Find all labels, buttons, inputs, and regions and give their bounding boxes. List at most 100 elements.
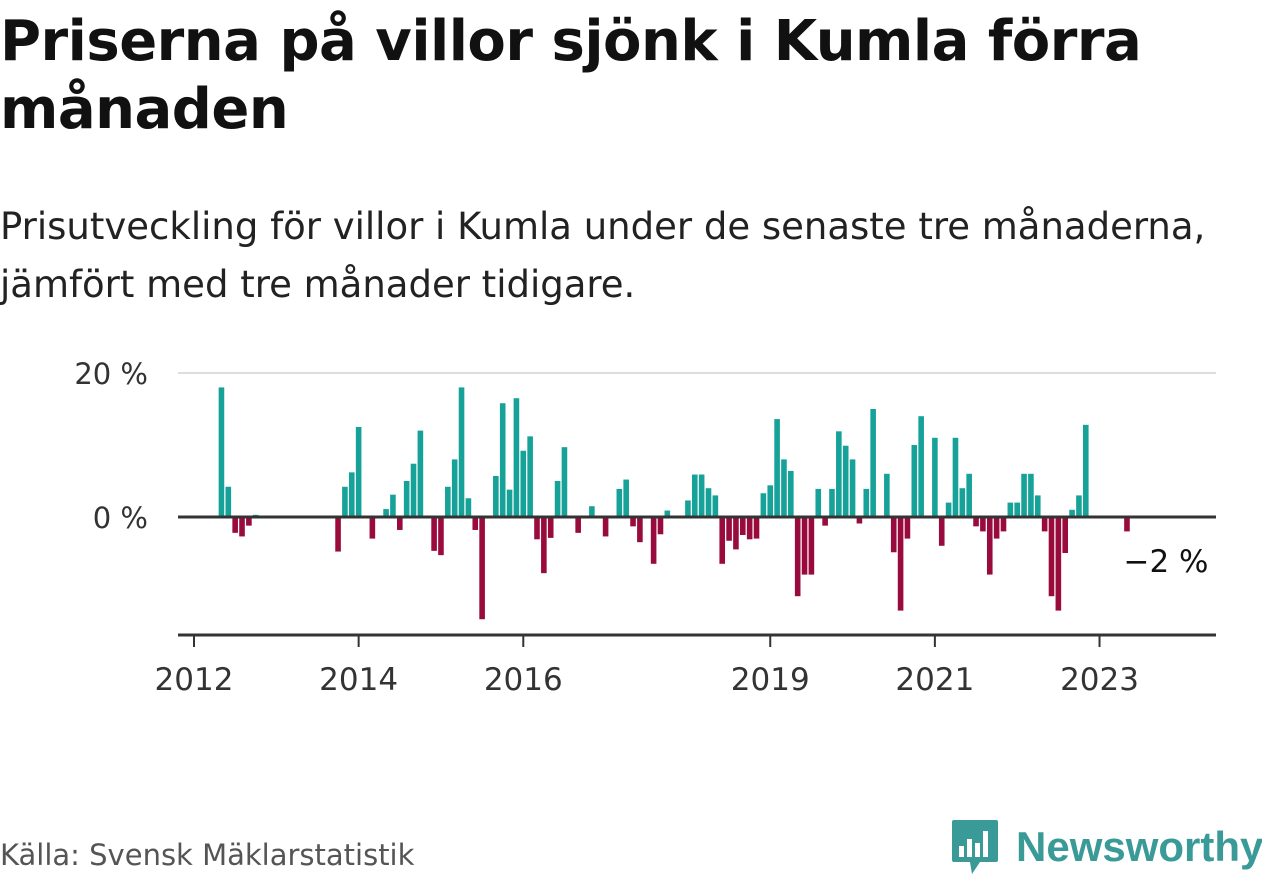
bar <box>623 479 629 517</box>
bar <box>534 517 540 540</box>
bar <box>506 489 513 517</box>
chart-title: Priserna på villor sjönk i Kumla förra m… <box>0 9 1142 142</box>
bar <box>890 517 897 553</box>
bar <box>1000 517 1007 532</box>
bar <box>232 517 238 533</box>
bar <box>952 437 959 517</box>
x-tick-label: 2023 <box>1060 662 1139 698</box>
last-value-annotation: −2 % <box>1123 544 1208 580</box>
bar <box>1014 502 1020 517</box>
bar <box>513 398 520 517</box>
bar <box>842 445 849 517</box>
bar <box>239 517 245 537</box>
bar <box>218 387 225 517</box>
bar <box>1062 517 1069 553</box>
bar <box>630 517 636 527</box>
bar <box>1124 517 1130 532</box>
bar <box>403 481 410 517</box>
bar <box>1021 473 1027 517</box>
bar <box>794 517 801 597</box>
bar <box>938 517 945 546</box>
bar <box>884 473 890 517</box>
bar <box>465 498 472 517</box>
bar <box>1041 517 1048 532</box>
bar <box>431 517 437 551</box>
bar <box>554 481 561 517</box>
bar <box>705 488 712 517</box>
bar <box>822 517 828 526</box>
bar <box>657 517 664 535</box>
bar <box>897 517 904 611</box>
bar <box>959 488 966 517</box>
newsworthy-logo-icon <box>952 820 998 874</box>
x-tick-label: 2021 <box>895 662 974 698</box>
bar <box>664 510 671 517</box>
bar <box>808 517 815 575</box>
bar <box>993 517 1000 539</box>
bar <box>740 517 746 535</box>
bar <box>520 450 527 517</box>
bar <box>829 488 835 517</box>
bar <box>863 488 870 517</box>
bar <box>602 517 609 537</box>
bar <box>246 517 252 526</box>
bar <box>547 517 554 538</box>
bar <box>397 517 403 530</box>
bar <box>746 517 753 540</box>
bar-chart: 20 % 0 % 2012 2014 2016 2019 2021 2023 −2 % <box>74 357 1216 698</box>
bar <box>733 517 739 550</box>
bar <box>561 447 568 517</box>
bar <box>225 486 232 517</box>
bar <box>849 459 856 517</box>
x-tick-label: 2016 <box>484 662 563 698</box>
bar <box>410 463 417 517</box>
bar <box>527 436 533 517</box>
bar <box>650 517 657 564</box>
x-tick-label: 2012 <box>155 662 234 698</box>
bar <box>856 517 863 524</box>
bar <box>390 494 396 517</box>
bar <box>788 470 794 517</box>
bar <box>986 517 993 575</box>
x-tick-label: 2014 <box>319 662 398 698</box>
bar <box>445 486 451 517</box>
bar <box>760 493 767 517</box>
bar <box>1055 517 1062 611</box>
bar <box>1083 424 1089 517</box>
bar <box>767 485 774 517</box>
bar <box>417 430 424 517</box>
bar <box>472 517 479 530</box>
bar <box>493 475 499 517</box>
bar <box>918 416 924 517</box>
bar <box>932 437 938 517</box>
bar <box>637 517 643 543</box>
bar <box>801 517 808 575</box>
bar <box>541 517 547 574</box>
bar <box>698 474 705 517</box>
axis-layer: 20 % 0 % 2012 2014 2016 2019 2021 2023 −2 % <box>74 357 1216 698</box>
bar <box>945 502 952 517</box>
bar <box>904 517 911 539</box>
bar <box>1076 495 1082 517</box>
bar <box>383 509 389 517</box>
bar <box>774 419 780 517</box>
bar <box>691 474 698 517</box>
brand-logo: Newsworthy <box>950 818 1262 876</box>
bar <box>1069 509 1075 517</box>
bar <box>575 517 581 533</box>
bar <box>1034 495 1041 517</box>
bar <box>781 459 787 517</box>
bar <box>870 409 876 517</box>
bar <box>1007 502 1014 517</box>
bar <box>966 473 972 517</box>
bar <box>616 488 623 517</box>
bar <box>980 517 986 532</box>
bar <box>726 517 732 541</box>
y-tick-label: 0 % <box>93 501 148 535</box>
source-note: Källa: Svensk Mäklarstatistik <box>0 838 415 872</box>
bar <box>589 506 595 517</box>
bar <box>712 495 719 517</box>
bar <box>836 431 842 517</box>
bar <box>911 445 918 517</box>
bar <box>499 403 506 517</box>
